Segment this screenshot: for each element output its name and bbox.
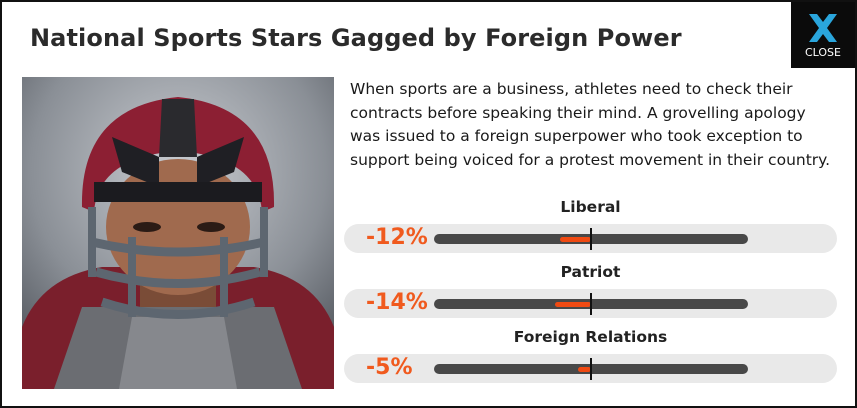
effect-label-liberal: Liberal bbox=[560, 198, 621, 216]
close-x-icon bbox=[809, 14, 837, 42]
effect-value-patriot: -14% bbox=[366, 290, 428, 315]
effect-row-liberal: -12% bbox=[344, 224, 837, 253]
close-label: CLOSE bbox=[804, 46, 841, 59]
event-title: National Sports Stars Gagged by Foreign … bbox=[30, 24, 682, 52]
effect-bar-fill bbox=[559, 237, 591, 242]
effect-label-patriot: Patriot bbox=[560, 263, 621, 281]
effect-row-foreign-relations: -5% bbox=[344, 354, 837, 383]
close-button[interactable]: CLOSE bbox=[791, 2, 855, 68]
effect-bar-zero-marker bbox=[590, 293, 592, 315]
football-player-portrait bbox=[22, 77, 334, 389]
effect-value-foreign-relations: -5% bbox=[366, 355, 413, 380]
event-description: When sports are a business, athletes nee… bbox=[350, 80, 831, 169]
effect-bar-track bbox=[434, 228, 748, 250]
effect-row-patriot: -14% bbox=[344, 289, 837, 318]
effect-bar-fill bbox=[578, 367, 591, 372]
effect-label-foreign-relations: Foreign Relations bbox=[513, 328, 668, 346]
effect-bar-track bbox=[434, 293, 748, 315]
effect-bar-zero-marker bbox=[590, 228, 592, 250]
effect-bar-track bbox=[434, 358, 748, 380]
effect-bar-zero-marker bbox=[590, 358, 592, 380]
effect-value-liberal: -12% bbox=[366, 225, 428, 250]
effect-bar-fill bbox=[554, 302, 591, 307]
